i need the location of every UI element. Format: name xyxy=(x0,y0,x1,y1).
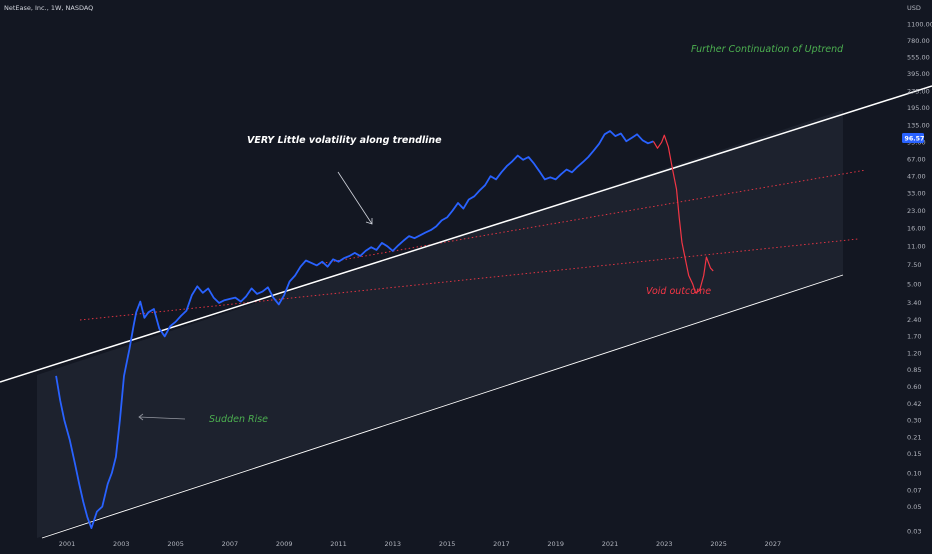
y-tick-label: 0.10 xyxy=(907,469,921,477)
y-tick-label: 1.70 xyxy=(907,333,921,341)
y-tick-label: 135.00 xyxy=(907,122,930,130)
price-tag-background xyxy=(902,133,924,143)
price-series-line-1 xyxy=(55,130,654,529)
y-tick-label: 16.00 xyxy=(907,225,926,233)
y-tick-label: 23.00 xyxy=(907,207,926,215)
x-tick-label: 2005 xyxy=(167,540,184,548)
y-tick-label: 0.03 xyxy=(907,528,921,536)
y-tick-label: 33.00 xyxy=(907,190,926,198)
annotation-arrow-volatility xyxy=(337,171,373,225)
annotation-void-outcome: Void outcome xyxy=(646,286,711,297)
x-tick-label: 2013 xyxy=(385,540,402,548)
y-tick-label: 780.00 xyxy=(907,37,930,45)
currency-label: USD xyxy=(907,4,921,12)
y-tick-label: 0.07 xyxy=(907,487,921,495)
x-tick-label: 2017 xyxy=(493,540,510,548)
y-tick-label: 0.30 xyxy=(907,416,921,424)
annotation-arrow-sudden-rise xyxy=(138,416,186,420)
price-series-line-2 xyxy=(652,134,714,294)
x-tick-label: 2007 xyxy=(222,540,239,548)
dotted-trendline-upper xyxy=(317,169,867,265)
lower-trendline xyxy=(41,274,844,539)
x-tick-label: 2001 xyxy=(59,540,76,548)
annotation-sudden-rise: Sudden Rise xyxy=(209,414,268,425)
y-tick-label: 67.00 xyxy=(907,155,926,163)
y-tick-label: 275.00 xyxy=(907,87,930,95)
chart-title: NetEase, Inc., 1W, NASDAQ xyxy=(4,4,93,12)
x-tick-label: 2027 xyxy=(765,540,782,548)
x-tick-label: 2003 xyxy=(113,540,130,548)
y-tick-label: 3.40 xyxy=(907,299,921,307)
annotation-arrowhead-sudden-rise xyxy=(138,413,144,421)
annotation-arrowhead-volatility xyxy=(365,218,373,225)
y-tick-label: 47.00 xyxy=(907,173,926,181)
upper-trendline xyxy=(0,85,932,383)
x-tick-label: 2011 xyxy=(330,540,347,548)
x-tick-label: 2009 xyxy=(276,540,293,548)
y-tick-label: 0.60 xyxy=(907,383,921,391)
y-tick-label: 1.20 xyxy=(907,350,921,358)
y-tick-label: 7.50 xyxy=(907,261,921,269)
y-tick-label: 1100.00 xyxy=(907,20,932,28)
y-tick-label: 11.00 xyxy=(907,243,926,251)
y-axis: 1100.00 780.00 555.00 395.00 275.00 195.00 135… xyxy=(907,20,932,535)
price-series-group xyxy=(55,130,714,529)
y-tick-label: 195.00 xyxy=(907,104,930,112)
x-tick-label: 2015 xyxy=(439,540,456,548)
y-tick-label: 0.05 xyxy=(907,503,921,511)
price-tag: 96.57 xyxy=(902,133,924,143)
y-tick-label: 2.40 xyxy=(907,316,921,324)
y-tick-label: 0.42 xyxy=(907,400,921,408)
y-tick-label: 0.15 xyxy=(907,450,921,458)
channel-shade xyxy=(37,110,843,538)
x-axis: 2001 2003 2005 2007 2009 2011 2013 2015 2017 2019… xyxy=(59,540,781,548)
annotation-further-continuation: Further Continuation of Uptrend xyxy=(691,44,844,55)
y-tick-label: 555.00 xyxy=(907,53,930,61)
annotation-very-little-volatility: VERY Little volatility along trendline xyxy=(247,135,442,146)
x-tick-label: 2021 xyxy=(602,540,619,548)
price-tag-value: 96.57 xyxy=(905,136,925,143)
x-tick-label: 2023 xyxy=(656,540,673,548)
y-tick-label: 0.85 xyxy=(907,366,921,374)
y-tick-label: 395.00 xyxy=(907,70,930,78)
x-tick-label: 2019 xyxy=(547,540,564,548)
x-tick-label: 2025 xyxy=(710,540,727,548)
y-tick-label: 5.00 xyxy=(907,281,921,289)
y-tick-label: 0.21 xyxy=(907,434,921,442)
